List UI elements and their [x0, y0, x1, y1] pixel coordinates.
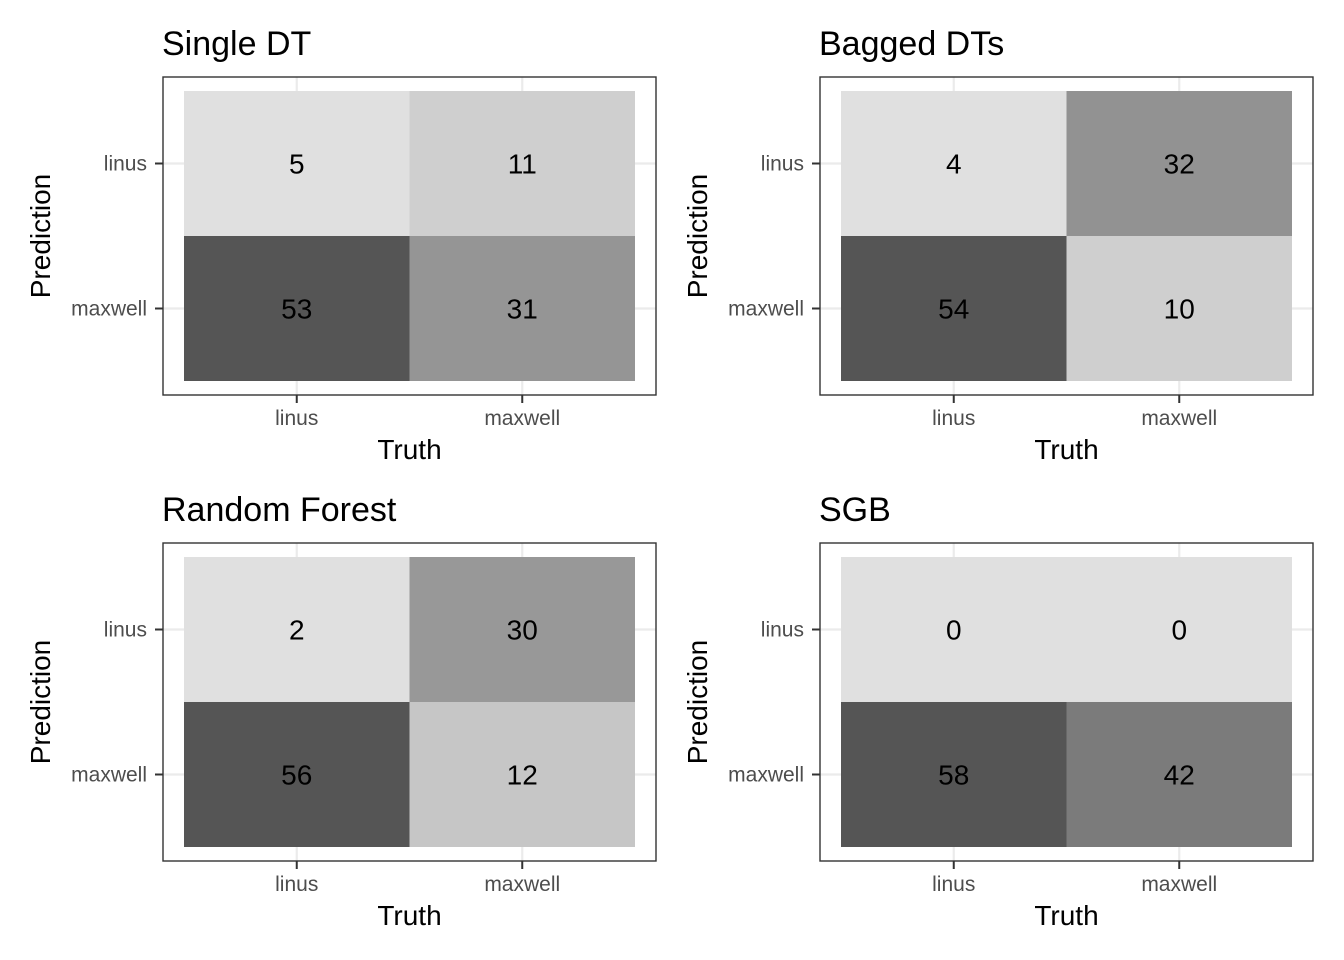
heatmap-cell: [184, 236, 410, 381]
x-tick-label: maxwell: [1141, 407, 1217, 430]
y-tick-label: maxwell: [71, 298, 147, 321]
heatmap-cell: [1066, 702, 1292, 847]
heatmap-cell: [841, 702, 1067, 847]
cell-value-label: 31: [507, 294, 538, 325]
chart-panel-2: Bagged DTs 4 32 54 10 linus maxwell linus maxwel…: [682, 25, 1314, 465]
y-tick-label: linus: [104, 153, 147, 176]
cell-value-label: 11: [508, 149, 537, 180]
chart-panel-3: Random Forest 2 30 56 12 linus maxwell linus max…: [25, 491, 657, 931]
y-tick-label: maxwell: [71, 764, 147, 787]
panel-border: [162, 542, 657, 862]
x-axis-title: Truth: [377, 900, 441, 931]
cell-value-label: 42: [1164, 760, 1195, 791]
heatmap-cell: [184, 702, 410, 847]
x-tick-label: maxwell: [1141, 873, 1217, 896]
cell-value-label: 10: [1164, 294, 1195, 325]
y-tick-label: linus: [104, 619, 147, 642]
heatmap-cell: [1066, 91, 1292, 236]
x-axis-title: Truth: [377, 434, 441, 465]
cell-value-label: 5: [289, 149, 305, 180]
chart-title: Single DT: [162, 25, 311, 63]
chart-title: SGB: [819, 491, 891, 529]
x-tick-label: maxwell: [484, 873, 560, 896]
cell-value-label: 2: [289, 615, 305, 646]
cell-value-label: 12: [507, 760, 538, 791]
heatmap-cell: [1066, 557, 1292, 702]
heatmap-cell: [409, 91, 635, 236]
cell-value-label: 0: [946, 615, 962, 646]
x-tick-label: linus: [932, 873, 975, 896]
y-axis-title: Prediction: [25, 174, 56, 299]
chart-panel-1: Single DT 5 11 53 31 linus maxwell linus maxwell…: [25, 25, 657, 465]
panel-border: [819, 542, 1314, 862]
chart-panel-4: SGB 0 0 58 42 linus maxwell linus maxwell Truth Pr…: [682, 491, 1314, 931]
x-tick-label: linus: [275, 873, 318, 896]
y-tick-label: maxwell: [728, 764, 804, 787]
y-axis-title: Prediction: [682, 174, 713, 299]
heatmap-cell: [409, 557, 635, 702]
heatmap-cell: [841, 557, 1067, 702]
cell-value-label: 56: [281, 760, 312, 791]
x-tick-label: maxwell: [484, 407, 560, 430]
heatmap-cell: [184, 91, 410, 236]
y-axis-title: Prediction: [682, 640, 713, 765]
y-axis-title: Prediction: [25, 640, 56, 765]
cell-value-label: 54: [938, 294, 969, 325]
cell-value-label: 58: [938, 760, 969, 791]
cell-value-label: 53: [281, 294, 312, 325]
cell-value-label: 30: [507, 615, 538, 646]
y-tick-label: linus: [761, 619, 804, 642]
y-tick-label: maxwell: [728, 298, 804, 321]
x-axis-title: Truth: [1034, 900, 1098, 931]
y-tick-label: linus: [761, 153, 804, 176]
panel-border: [819, 76, 1314, 396]
x-tick-label: linus: [275, 407, 318, 430]
chart-title: Bagged DTs: [819, 25, 1004, 63]
heatmap-cell: [1066, 236, 1292, 381]
cell-value-label: 4: [946, 149, 962, 180]
chart-title: Random Forest: [162, 491, 397, 529]
heatmap-cell: [409, 702, 635, 847]
x-axis-title: Truth: [1034, 434, 1098, 465]
heatmap-cell: [841, 236, 1067, 381]
cell-value-label: 32: [1164, 149, 1195, 180]
heatmap-cell: [841, 91, 1067, 236]
cell-value-label: 0: [1171, 615, 1187, 646]
heatmap-cell: [409, 236, 635, 381]
panel-border: [162, 76, 657, 396]
heatmap-cell: [184, 557, 410, 702]
x-tick-label: linus: [932, 407, 975, 430]
